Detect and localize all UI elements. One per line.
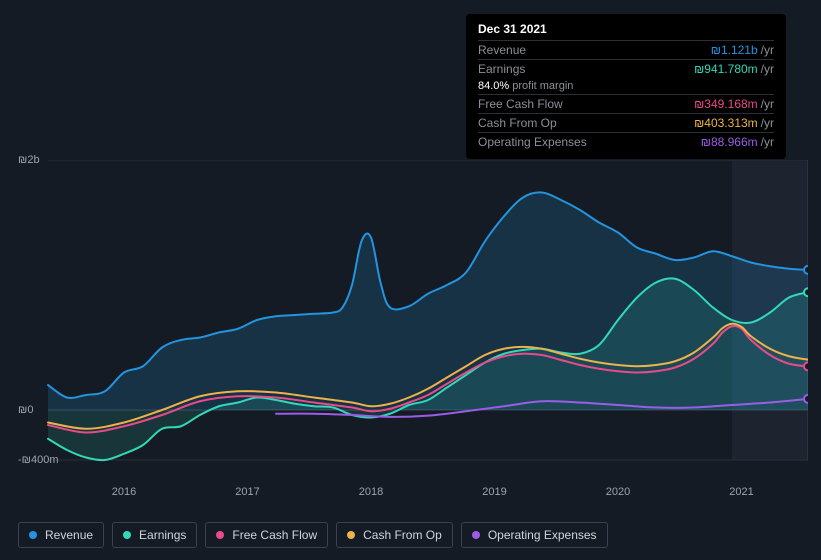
x-axis-tick: 2017 (235, 486, 259, 498)
chart-svg (18, 160, 808, 500)
tooltip-row-label: Operating Expenses (478, 135, 587, 149)
legend-dot-icon (472, 531, 480, 539)
tooltip-row: Cash From Op ₪403.313m/yr (478, 113, 774, 132)
chart-legend: Revenue Earnings Free Cash Flow Cash From O… (18, 522, 608, 548)
tooltip-row-value: ₪403.313m/yr (694, 116, 774, 130)
y-axis-tick: ₪2b (18, 154, 40, 166)
legend-dot-icon (216, 531, 224, 539)
y-axis-tick: ₪0 (18, 404, 33, 416)
legend-dot-icon (29, 531, 37, 539)
legend-item[interactable]: Earnings (112, 522, 197, 548)
tooltip-row: Operating Expenses ₪88.966m/yr (478, 132, 774, 151)
legend-label: Free Cash Flow (232, 528, 317, 542)
tooltip-row-label: Earnings (478, 62, 525, 76)
tooltip-row: Free Cash Flow ₪349.168m/yr (478, 94, 774, 113)
data-tooltip: Dec 31 2021 Revenue ₪1.121b/yr Earnings ₪94… (466, 14, 786, 159)
x-axis-tick: 2018 (359, 486, 383, 498)
legend-dot-icon (347, 531, 355, 539)
tooltip-date: Dec 31 2021 (478, 22, 774, 36)
legend-item[interactable]: Operating Expenses (461, 522, 608, 548)
tooltip-row-value: ₪88.966m/yr (701, 135, 774, 149)
tooltip-row-label: Free Cash Flow (478, 97, 563, 111)
tooltip-row: Earnings ₪941.780m/yr (478, 59, 774, 78)
legend-item[interactable]: Revenue (18, 522, 104, 548)
legend-dot-icon (123, 531, 131, 539)
tooltip-row-label: Revenue (478, 43, 526, 57)
x-axis-tick: 2019 (482, 486, 506, 498)
tooltip-profit-margin: 84.0% profit margin (478, 78, 774, 94)
legend-label: Operating Expenses (488, 528, 597, 542)
legend-item[interactable]: Free Cash Flow (205, 522, 328, 548)
legend-label: Revenue (45, 528, 93, 542)
y-axis-tick: -₪400m (18, 454, 59, 466)
tooltip-row-value: ₪349.168m/yr (694, 97, 774, 111)
x-axis-tick: 2016 (112, 486, 136, 498)
legend-item[interactable]: Cash From Op (336, 522, 453, 548)
tooltip-row-value: ₪941.780m/yr (694, 62, 774, 76)
tooltip-row: Revenue ₪1.121b/yr (478, 40, 774, 59)
legend-label: Earnings (139, 528, 186, 542)
x-axis-tick: 2021 (729, 486, 753, 498)
financials-chart[interactable]: ₪2b₪0-₪400m 201620172018201920202021 (18, 160, 808, 480)
x-axis-tick: 2020 (606, 486, 630, 498)
tooltip-row-label: Cash From Op (478, 116, 557, 130)
legend-label: Cash From Op (363, 528, 442, 542)
tooltip-row-value: ₪1.121b/yr (711, 43, 774, 57)
